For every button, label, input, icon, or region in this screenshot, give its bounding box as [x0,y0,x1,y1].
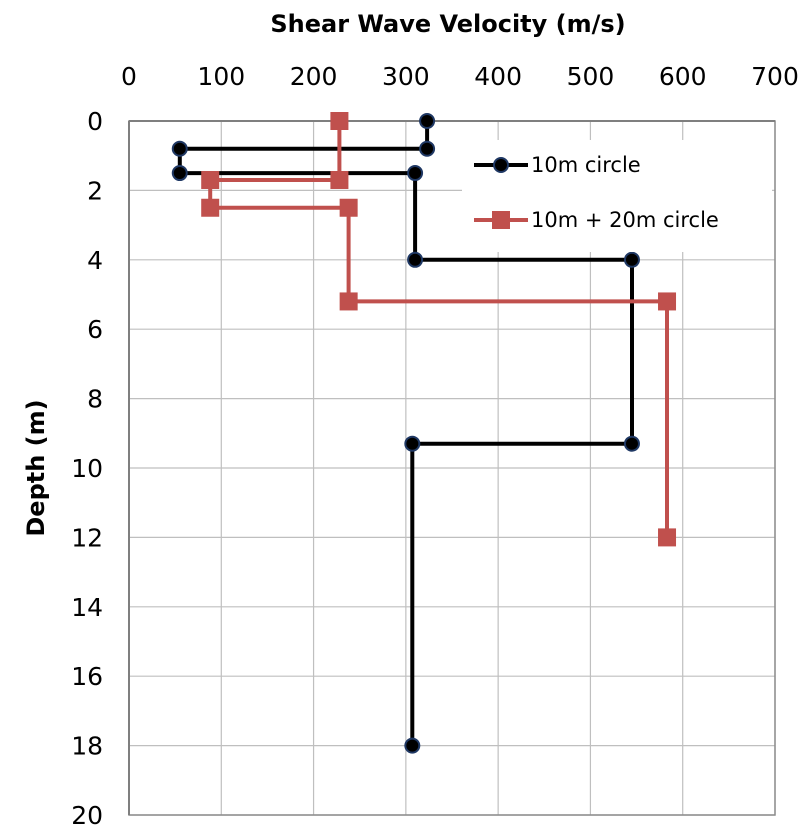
x-tick-label-300: 300 [382,62,430,91]
legend-label-10m-circle: 10m circle [531,153,641,177]
x-tick-label-100: 100 [197,62,245,91]
series-line-10m-20m-circle [208,121,669,538]
x-axis-title: Shear Wave Velocity (m/s) [270,10,625,38]
data-point-10m-circle-5 [407,251,424,268]
y-tick-label-0: 0 [87,107,103,136]
data-point-10m-circle-1 [419,140,436,157]
y-tick-labels: 0 2 4 6 8 10 12 14 16 18 20 [71,107,103,830]
legend-swatch-10m-20m-circle-marker [492,211,510,229]
x-tick-label-600: 600 [659,62,707,91]
data-point-10m-20m-circle-1 [330,170,349,189]
x-tick-labels: 0 100 200 300 400 500 600 700 [121,62,799,91]
legend-swatch-10m-circle-marker [493,157,509,173]
x-tick-label-0: 0 [121,62,137,91]
y-tick-label-6: 6 [87,315,103,344]
y-tick-label-4: 4 [87,246,103,275]
y-tick-label-8: 8 [87,385,103,414]
data-point-10m-circle-9 [404,737,421,754]
y-tick-label-10: 10 [71,454,103,483]
y-tick-label-20: 20 [71,801,103,830]
data-point-10m-circle-3 [171,165,188,182]
y-tick-label-18: 18 [71,732,103,761]
series-layer [171,112,677,754]
data-point-10m-20m-circle-6 [658,292,677,311]
y-axis-title: Depth (m) [22,399,50,536]
x-tick-label-500: 500 [567,62,615,91]
x-tick-label-400: 400 [474,62,522,91]
data-point-10m-20m-circle-0 [330,112,349,130]
legend-background [462,140,772,252]
series-line-10m-circle [177,121,634,746]
x-tick-label-700: 700 [751,62,799,91]
data-point-10m-circle-4 [407,165,424,182]
data-point-10m-20m-circle-3 [201,198,220,217]
y-tick-label-16: 16 [71,662,103,691]
data-point-10m-20m-circle-2 [201,170,220,189]
y-tick-label-14: 14 [71,593,103,622]
data-point-10m-20m-circle-7 [658,528,677,547]
data-point-10m-circle-6 [623,251,640,268]
legend: 10m circle 10m + 20m circle [462,140,772,252]
data-point-10m-circle-0 [419,113,436,129]
data-point-10m-circle-7 [623,435,640,452]
data-point-10m-20m-circle-5 [339,292,358,311]
data-point-10m-circle-2 [171,140,188,157]
data-point-10m-circle-8 [404,435,421,452]
legend-label-10m-20m-circle: 10m + 20m circle [531,208,719,232]
x-tick-label-200: 200 [290,62,338,91]
y-tick-label-12: 12 [71,523,103,552]
data-point-10m-20m-circle-4 [339,198,358,217]
y-tick-label-2: 2 [87,176,103,205]
